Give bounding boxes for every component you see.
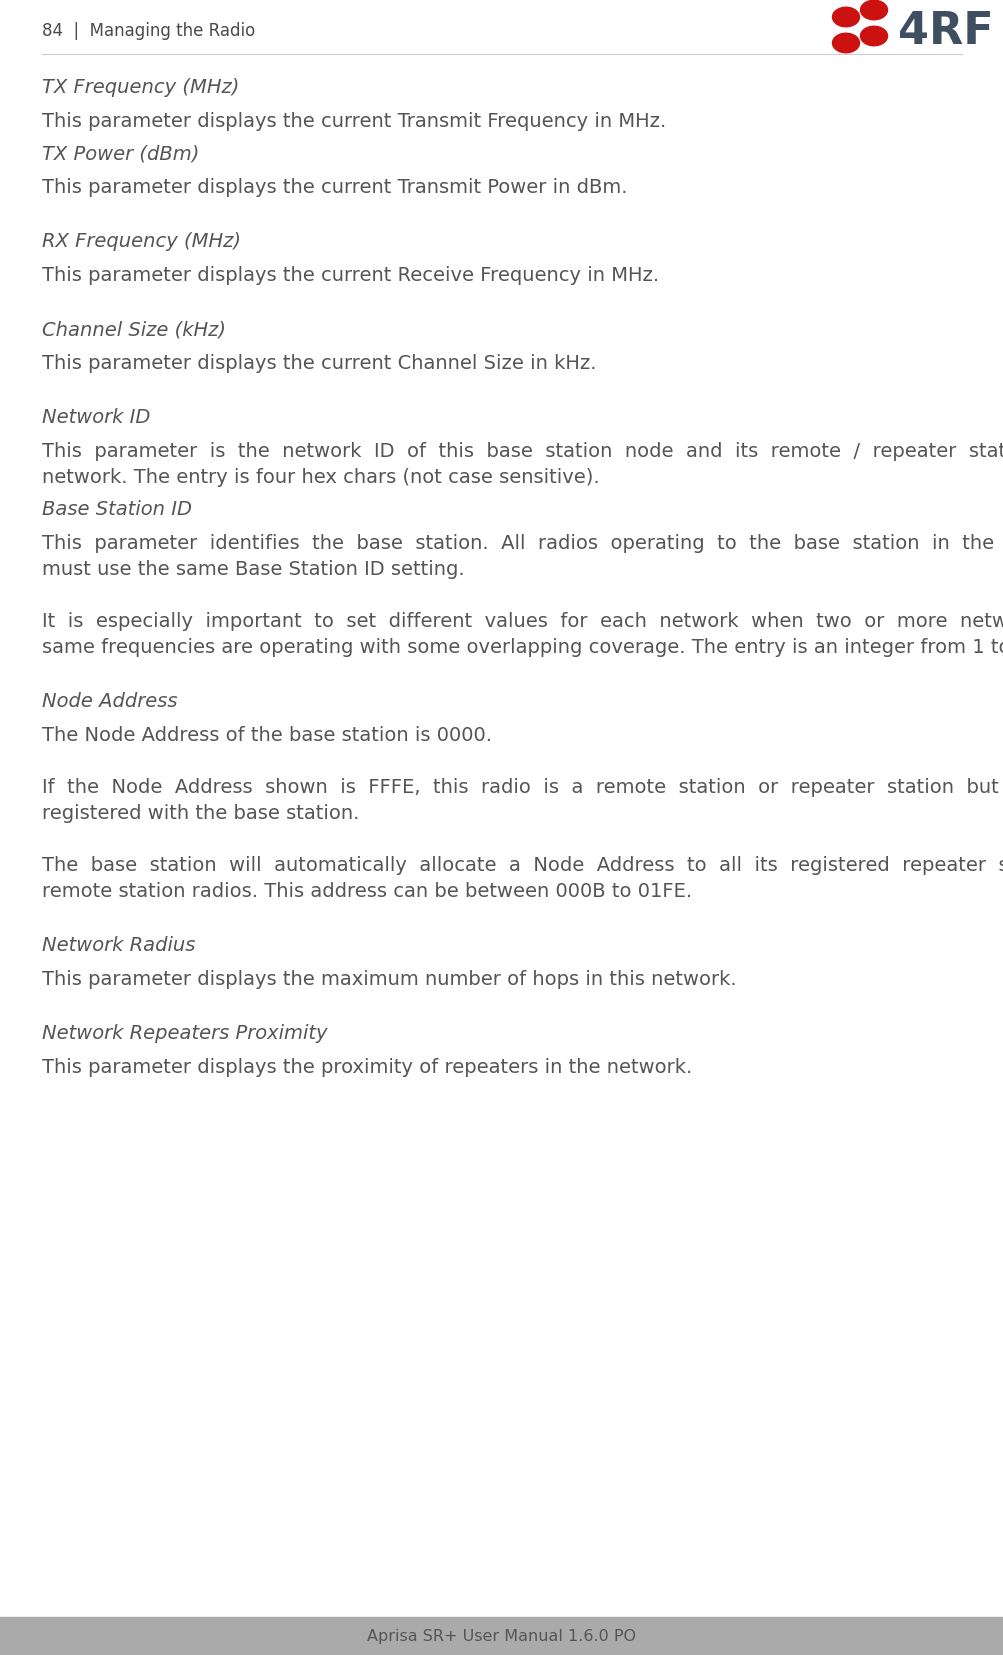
Text: Base Station ID: Base Station ID xyxy=(42,500,192,518)
Text: RX Frequency (MHz): RX Frequency (MHz) xyxy=(42,232,241,252)
Text: This parameter displays the current Receive Frequency in MHz.: This parameter displays the current Rece… xyxy=(42,266,658,285)
Text: registered with the base station.: registered with the base station. xyxy=(42,804,359,823)
Text: This parameter displays the current Transmit Frequency in MHz.: This parameter displays the current Tran… xyxy=(42,113,666,131)
Text: This parameter displays the current Channel Size in kHz.: This parameter displays the current Chan… xyxy=(42,354,596,372)
Text: remote station radios. This address can be between 000B to 01FE.: remote station radios. This address can … xyxy=(42,882,691,900)
Text: The  base  station  will  automatically  allocate  a  Node  Address  to  all  it: The base station will automatically allo… xyxy=(42,856,1003,874)
Text: Node Address: Node Address xyxy=(42,692,178,710)
Ellipse shape xyxy=(860,2,887,22)
Text: This parameter displays the proximity of repeaters in the network.: This parameter displays the proximity of… xyxy=(42,1058,691,1076)
Text: This parameter displays the current Transmit Power in dBm.: This parameter displays the current Tran… xyxy=(42,177,627,197)
Bar xyxy=(0,1617,1003,1655)
Ellipse shape xyxy=(831,35,859,53)
Text: This  parameter  identifies  the  base  station.  All  radios  operating  to  th: This parameter identifies the base stati… xyxy=(42,533,1003,553)
Ellipse shape xyxy=(860,26,887,46)
Text: same frequencies are operating with some overlapping coverage. The entry is an i: same frequencies are operating with some… xyxy=(42,637,1003,657)
Text: It  is  especially  important  to  set  different  values  for  each  network  w: It is especially important to set differ… xyxy=(42,612,1003,631)
Text: TX Power (dBm): TX Power (dBm) xyxy=(42,144,200,162)
Text: must use the same Base Station ID setting.: must use the same Base Station ID settin… xyxy=(42,559,464,579)
Text: Network ID: Network ID xyxy=(42,407,150,427)
Ellipse shape xyxy=(831,8,859,28)
Text: Network Repeaters Proximity: Network Repeaters Proximity xyxy=(42,1023,327,1043)
Text: 4RF: 4RF xyxy=(897,10,993,53)
Text: The Node Address of the base station is 0000.: The Node Address of the base station is … xyxy=(42,725,491,745)
Text: TX Frequency (MHz): TX Frequency (MHz) xyxy=(42,78,239,98)
Text: This  parameter  is  the  network  ID  of  this  base  station  node  and  its  : This parameter is the network ID of this… xyxy=(42,442,1003,460)
Text: Network Radius: Network Radius xyxy=(42,935,196,955)
Text: network. The entry is four hex chars (not case sensitive).: network. The entry is four hex chars (no… xyxy=(42,468,599,487)
Text: Channel Size (kHz): Channel Size (kHz) xyxy=(42,319,226,339)
Text: If  the  Node  Address  shown  is  FFFE,  this  radio  is  a  remote  station  o: If the Node Address shown is FFFE, this … xyxy=(42,778,1003,796)
Text: This parameter displays the maximum number of hops in this network.: This parameter displays the maximum numb… xyxy=(42,970,736,988)
Text: 84  |  Managing the Radio: 84 | Managing the Radio xyxy=(42,22,255,40)
Text: Aprisa SR+ User Manual 1.6.0 PO: Aprisa SR+ User Manual 1.6.0 PO xyxy=(367,1629,636,1643)
